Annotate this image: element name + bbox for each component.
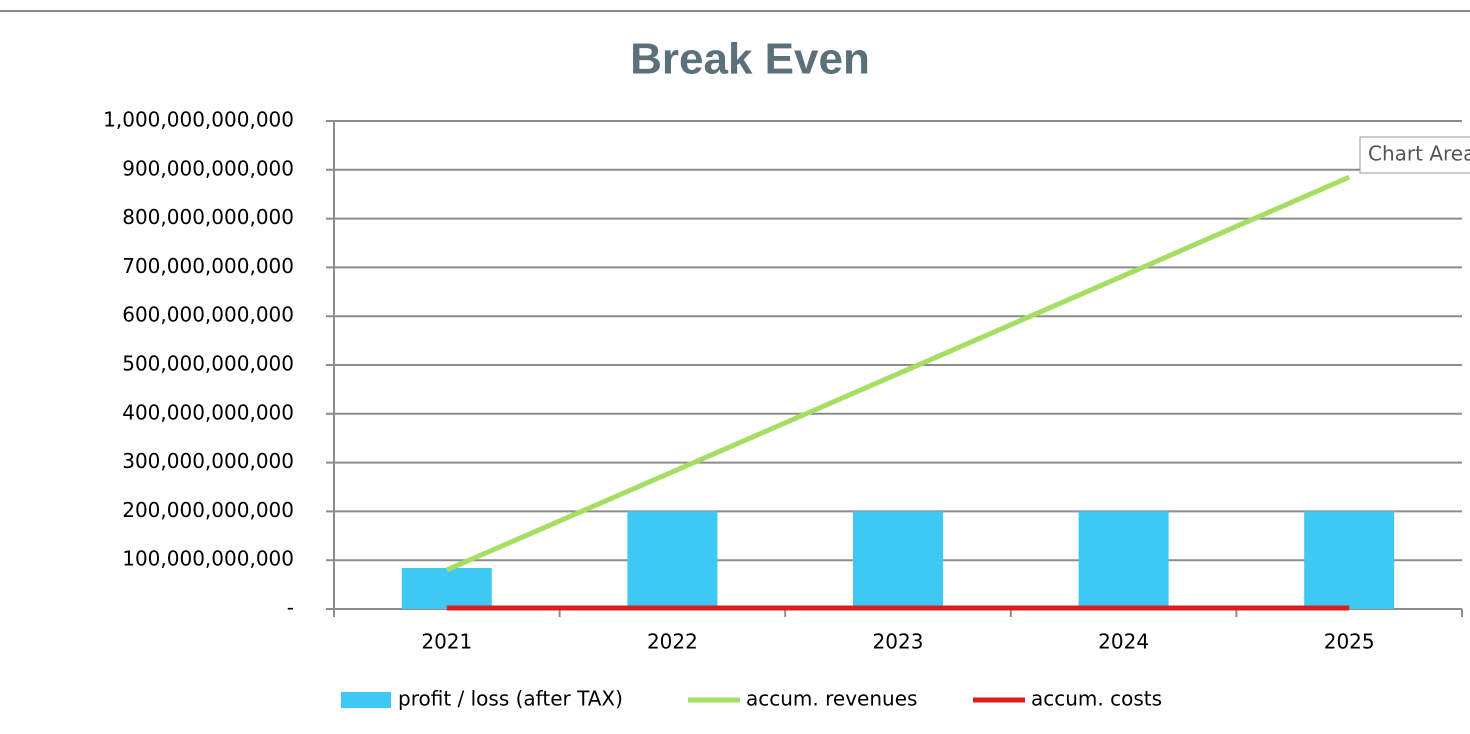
y-tick-label: -	[287, 596, 294, 620]
x-tick-label: 2024	[1098, 630, 1149, 654]
x-tick-label: 2023	[873, 630, 924, 654]
y-tick-label: 700,000,000,000	[122, 254, 294, 278]
bar	[1078, 511, 1169, 609]
bar	[401, 568, 492, 609]
x-tick-label: 2021	[421, 630, 472, 654]
x-tick-label: 2022	[647, 630, 698, 654]
x-tick-label: 2025	[1324, 630, 1375, 654]
line	[445, 174, 1351, 573]
bar	[1304, 511, 1395, 609]
legend-label: profit / loss (after TAX)	[398, 687, 623, 711]
bar	[627, 511, 718, 609]
y-tick-label: 900,000,000,000	[122, 156, 294, 180]
tooltip-box	[1359, 136, 1470, 174]
chart-title: Break Even	[630, 35, 870, 84]
y-tick-label: 400,000,000,000	[122, 400, 294, 424]
legend-label: accum. revenues	[746, 687, 917, 711]
tooltip: Chart Area	[1368, 142, 1470, 166]
y-tick-label: 500,000,000,000	[122, 352, 294, 376]
y-tick-label: 600,000,000,000	[122, 303, 294, 327]
y-tick-label: 100,000,000,000	[122, 547, 294, 571]
y-tick-label: 800,000,000,000	[122, 205, 294, 229]
y-tick-label: 1,000,000,000,000	[103, 108, 294, 132]
legend-label: accum. costs	[1031, 687, 1162, 711]
bar	[853, 511, 943, 609]
y-tick-label: 200,000,000,000	[122, 498, 294, 522]
legend-swatch	[341, 692, 391, 708]
y-tick-label: 300,000,000,000	[122, 449, 294, 473]
